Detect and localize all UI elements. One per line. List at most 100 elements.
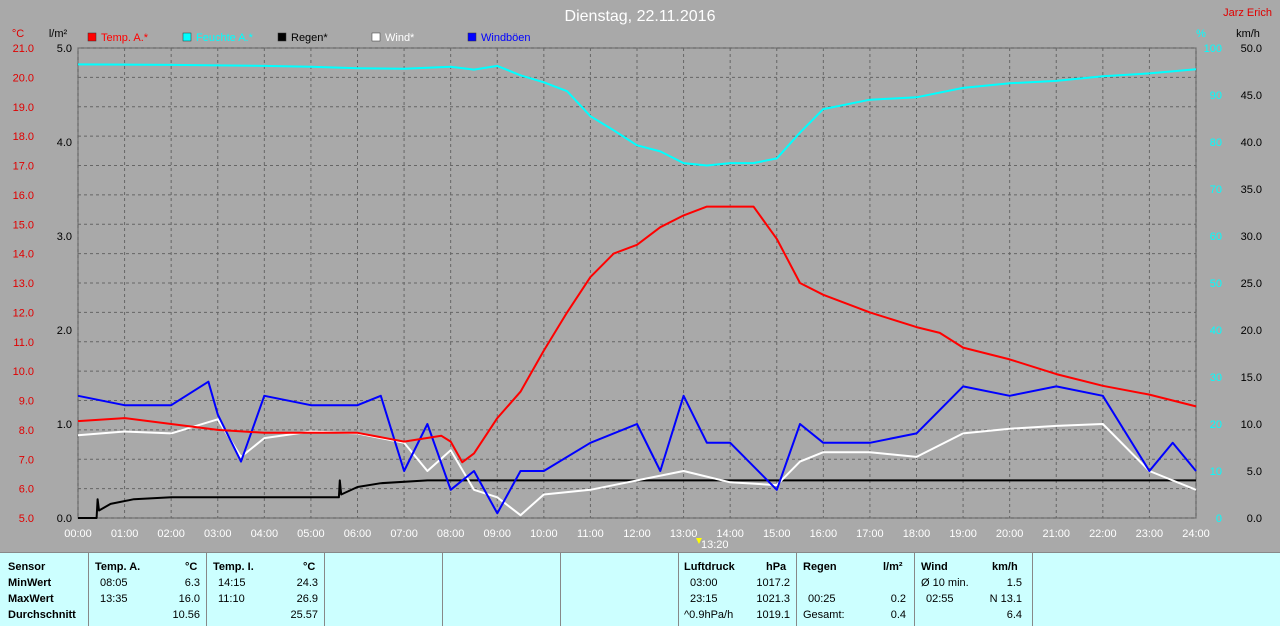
legend-label: Wind* bbox=[385, 32, 415, 44]
temp-i-min-val: 24.3 bbox=[296, 577, 318, 589]
temp-i-max-val: 26.9 bbox=[296, 593, 318, 605]
rain-tick-label: 0.0 bbox=[57, 513, 72, 525]
x-tick-label: 21:00 bbox=[1042, 528, 1070, 540]
humidity-tick-label: 0 bbox=[1216, 513, 1222, 525]
temp-tick-label: 5.0 bbox=[19, 513, 34, 525]
temp-tick-label: 18.0 bbox=[13, 131, 34, 143]
humidity-tick-label: 60 bbox=[1210, 231, 1222, 243]
pressure-trend-val: 1019.1 bbox=[756, 609, 790, 621]
temp-a-unit: °C bbox=[185, 561, 198, 573]
humidity-tick-label: 50 bbox=[1210, 278, 1222, 290]
temp-tick-label: 7.0 bbox=[19, 454, 34, 466]
pressure-max-val: 1021.3 bbox=[756, 593, 790, 605]
x-tick-label: 22:00 bbox=[1089, 528, 1117, 540]
temp-i-min-time: 14:15 bbox=[218, 577, 246, 589]
rain-tick-label: 1.0 bbox=[57, 419, 72, 431]
statistics-panel: Sensor MinWert MaxWert Durchschnitt Temp… bbox=[0, 552, 1280, 626]
wind-tick-label: 5.0 bbox=[1247, 466, 1262, 478]
wind-daily-avg: 6.4 bbox=[1006, 609, 1022, 621]
humidity-tick-label: 30 bbox=[1210, 372, 1222, 384]
wind-gust-time: 02:55 bbox=[926, 593, 954, 605]
temp-i-title: Temp. I. bbox=[213, 561, 254, 573]
temp-tick-label: 11.0 bbox=[13, 337, 34, 349]
time-marker-icon bbox=[695, 538, 702, 544]
row-label-min: MinWert bbox=[8, 577, 52, 589]
temp-tick-label: 21.0 bbox=[13, 43, 34, 55]
wind-tick-label: 0.0 bbox=[1247, 513, 1262, 525]
temp-a-min-time: 08:05 bbox=[100, 577, 128, 589]
wind-avg-val: 1.5 bbox=[1006, 577, 1022, 589]
x-tick-label: 17:00 bbox=[856, 528, 884, 540]
temp-a-min-val: 6.3 bbox=[184, 577, 200, 589]
wind-tick-label: 15.0 bbox=[1241, 372, 1262, 384]
x-tick-label: 24:00 bbox=[1182, 528, 1210, 540]
legend-swatch bbox=[87, 32, 97, 42]
chart-title: Dienstag, 22.11.2016 bbox=[565, 8, 716, 25]
rain-max-val: 0.2 bbox=[890, 593, 906, 605]
wind-tick-label: 10.0 bbox=[1241, 419, 1262, 431]
x-tick-label: 18:00 bbox=[903, 528, 931, 540]
temp-tick-label: 8.0 bbox=[19, 425, 34, 437]
legend-label: Temp. A.* bbox=[101, 32, 149, 44]
wind-unit: km/h bbox=[992, 561, 1018, 573]
rain-tick-label: 2.0 bbox=[57, 325, 72, 337]
rain-max-time: 00:25 bbox=[808, 593, 836, 605]
wind-tick-label: 50.0 bbox=[1241, 43, 1262, 55]
x-tick-label: 10:00 bbox=[530, 528, 558, 540]
legend-swatch bbox=[182, 32, 192, 42]
x-tick-label: 12:00 bbox=[623, 528, 651, 540]
temp-a-max-time: 13:35 bbox=[100, 593, 128, 605]
pressure-min-time: 03:00 bbox=[690, 577, 718, 589]
rain-total-val: 0.4 bbox=[890, 609, 906, 621]
wind-axis-unit: km/h bbox=[1236, 28, 1260, 40]
temp-tick-label: 12.0 bbox=[13, 307, 34, 319]
x-tick-label: 06:00 bbox=[344, 528, 372, 540]
rain-tick-label: 4.0 bbox=[57, 137, 72, 149]
chart-axes: 21.0 20.0 19.0 18.0 17.0 16.0 15.0 14.0 13.0 12.0… bbox=[12, 28, 1262, 551]
rain-unit: l/m² bbox=[883, 561, 903, 573]
temp-tick-label: 14.0 bbox=[13, 249, 34, 261]
x-tick-label: 11:00 bbox=[577, 528, 604, 540]
pressure-max-time: 23:15 bbox=[690, 593, 718, 605]
series-line-temp-a bbox=[77, 205, 1197, 464]
temp-tick-label: 9.0 bbox=[19, 396, 34, 408]
rain-axis-unit: l/m² bbox=[49, 28, 68, 40]
temp-a-title: Temp. A. bbox=[95, 561, 141, 573]
pressure-unit: hPa bbox=[766, 561, 787, 573]
x-tick-label: 20:00 bbox=[996, 528, 1024, 540]
wind-gust-val: N 13.1 bbox=[989, 593, 1022, 605]
x-tick-label: 15:00 bbox=[763, 528, 791, 540]
temp-i-unit: °C bbox=[303, 561, 316, 573]
legend-swatch bbox=[467, 32, 477, 42]
legend-swatch bbox=[277, 32, 287, 42]
temp-tick-label: 6.0 bbox=[19, 484, 34, 496]
humidity-tick-label: 90 bbox=[1210, 90, 1222, 102]
legend-label: Regen* bbox=[291, 32, 328, 44]
temp-tick-label: 19.0 bbox=[13, 102, 34, 114]
legend-swatch bbox=[371, 32, 381, 42]
pressure-trend-label: ^0.9hPa/h bbox=[684, 609, 734, 621]
time-marker-label: 13:20 bbox=[701, 539, 729, 551]
temp-tick-label: 16.0 bbox=[13, 190, 34, 202]
series-line-feuchte-a bbox=[77, 63, 1197, 167]
rain-tick-label: 5.0 bbox=[57, 43, 72, 55]
wind-tick-label: 25.0 bbox=[1241, 278, 1262, 290]
humidity-axis-unit: % bbox=[1196, 28, 1206, 40]
x-tick-label: 03:00 bbox=[204, 528, 232, 540]
x-tick-label: 01:00 bbox=[111, 528, 139, 540]
legend-label: Windböen bbox=[481, 32, 531, 44]
chart-author: Jarz Erich bbox=[1223, 7, 1272, 19]
temp-tick-label: 13.0 bbox=[13, 278, 34, 290]
temp-tick-label: 17.0 bbox=[13, 161, 34, 173]
legend-label: Feuchte A.* bbox=[196, 32, 254, 44]
temp-tick-label: 10.0 bbox=[13, 366, 34, 378]
temp-tick-label: 20.0 bbox=[13, 72, 34, 84]
series-line-regen bbox=[78, 479, 1196, 519]
temp-a-avg: 10.56 bbox=[172, 609, 200, 621]
wind-title: Wind bbox=[921, 561, 948, 573]
row-label-avg: Durchschnitt bbox=[8, 609, 76, 621]
x-tick-label: 09:00 bbox=[483, 528, 511, 540]
humidity-tick-label: 70 bbox=[1210, 184, 1222, 196]
temp-i-max-time: 11:10 bbox=[218, 593, 245, 605]
x-tick-label: 08:00 bbox=[437, 528, 465, 540]
